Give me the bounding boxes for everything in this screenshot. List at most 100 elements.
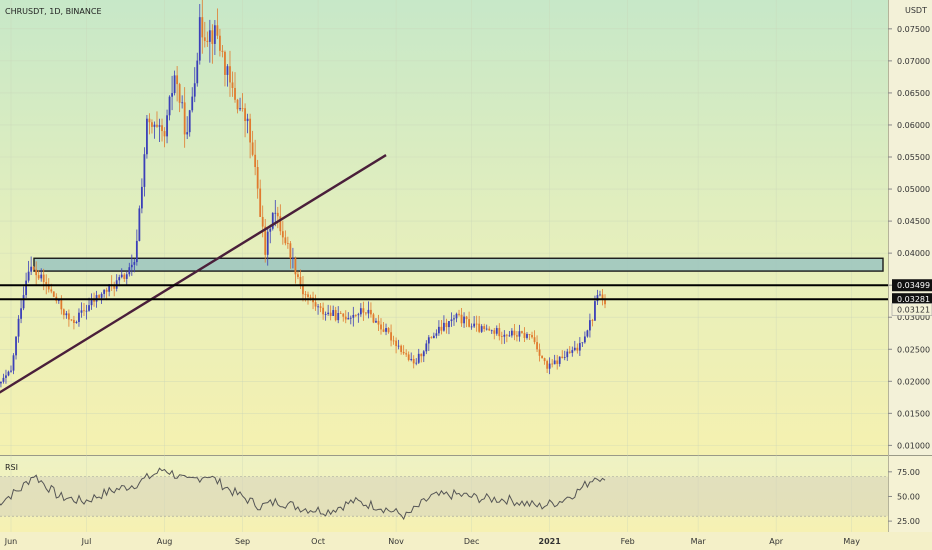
candle-body — [458, 313, 460, 315]
candle-body — [485, 328, 488, 330]
candle-body — [420, 353, 423, 357]
candle-body — [480, 326, 483, 332]
candle-body — [417, 353, 420, 363]
candle-body — [17, 318, 20, 337]
candle-body — [395, 340, 398, 347]
candle-body — [558, 356, 561, 364]
candle-body — [531, 335, 533, 338]
candle-body — [171, 93, 173, 97]
x-tick-label: Oct — [311, 537, 325, 546]
x-tick-label: Jun — [4, 537, 18, 546]
candle-body — [261, 216, 264, 227]
candle-body — [37, 275, 40, 279]
candle-body — [0, 381, 2, 384]
candle-body — [490, 330, 493, 332]
candle-body — [329, 312, 332, 316]
line-layer — [0, 154, 888, 394]
candle-body — [563, 357, 566, 358]
rsi-band — [0, 476, 888, 517]
candle-body — [213, 25, 216, 44]
candle-body — [596, 295, 599, 302]
candle-body — [468, 319, 470, 327]
candle-body — [377, 320, 380, 325]
candle-body — [75, 321, 78, 323]
candle-body — [372, 314, 375, 323]
candle-body — [42, 274, 45, 283]
candle-body — [526, 334, 528, 338]
trendline — [0, 154, 387, 394]
y-tick-label: 0.04000 — [897, 249, 930, 258]
candle-body — [397, 345, 400, 347]
candle-body — [352, 314, 355, 318]
candle-body — [57, 299, 60, 301]
x-tick-label: Dec — [464, 537, 479, 546]
candle-body — [437, 326, 440, 334]
candle-body — [93, 300, 95, 302]
candle-body — [47, 284, 50, 290]
candle-body — [475, 323, 478, 325]
candle-body — [304, 294, 307, 296]
candle-body — [201, 17, 204, 38]
candle-body — [211, 30, 214, 44]
candle-body — [604, 299, 606, 305]
candle-body — [246, 118, 249, 122]
candle-body — [45, 282, 48, 285]
candle-body — [73, 319, 75, 323]
candle-body — [67, 313, 70, 320]
candle-body — [188, 110, 191, 133]
candle-body — [239, 108, 241, 110]
rsi-axis-background — [888, 456, 932, 532]
candle-body — [516, 335, 518, 337]
candle-body — [65, 313, 68, 316]
candle-body — [35, 269, 38, 276]
candle-body — [100, 293, 103, 298]
candle-body — [249, 118, 252, 143]
candle-body — [561, 356, 564, 358]
candle-body — [521, 331, 523, 333]
candle-body — [327, 312, 330, 315]
candle-body — [332, 310, 335, 316]
x-tick-label: Apr — [769, 537, 784, 546]
candle-body — [581, 342, 584, 344]
y-tick-label: 0.04500 — [897, 217, 930, 226]
candle-body — [307, 294, 309, 297]
candle-body — [113, 284, 116, 289]
candle-body — [387, 328, 390, 333]
candle-body — [455, 313, 458, 319]
candle-body — [364, 312, 367, 314]
candle-body — [460, 314, 463, 324]
candle-body — [158, 125, 161, 127]
candle-body — [314, 302, 317, 307]
candle-body — [118, 277, 121, 281]
candle-body — [551, 363, 554, 365]
candle-body — [518, 331, 521, 337]
candle-body — [470, 326, 473, 328]
candle-body — [400, 345, 403, 352]
candle-body — [173, 75, 176, 94]
candle-body — [478, 323, 481, 332]
candle-body — [90, 300, 93, 306]
candle-body — [299, 276, 302, 286]
candle-body — [193, 83, 196, 97]
candle-body — [500, 336, 503, 337]
candle-body — [148, 118, 151, 123]
candle-body — [161, 125, 163, 132]
price-label: 0.03499 — [897, 281, 930, 290]
candle-layer — [0, 0, 606, 388]
candle-body — [488, 328, 491, 331]
candle-body — [140, 186, 143, 209]
candle-body — [586, 330, 589, 337]
candle-body — [594, 301, 596, 321]
zone-layer — [33, 257, 884, 272]
candle-body — [385, 328, 387, 332]
candle-body — [289, 243, 292, 259]
candle-body — [269, 228, 272, 232]
candle-body — [292, 258, 294, 259]
candle-body — [191, 96, 194, 111]
candle-body — [168, 96, 171, 116]
candle-body — [578, 343, 581, 351]
candle-body — [573, 347, 576, 351]
candle-body — [337, 312, 340, 321]
